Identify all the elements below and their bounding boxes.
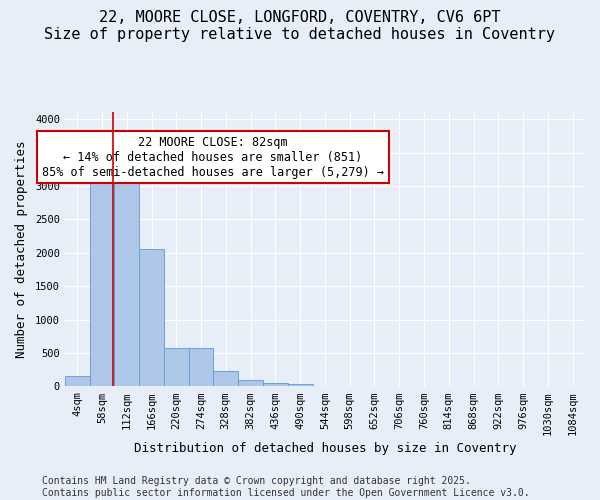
Bar (139, 250, 164, 386)
Text: 22 MOORE CLOSE: 82sqm
← 14% of detached houses are smaller (851)
85% of semi-det: 22 MOORE CLOSE: 82sqm ← 14% of detached … (42, 136, 384, 178)
Bar (288, 384, 313, 386)
Bar (188, 348, 214, 387)
Bar (89, 179, 115, 386)
Bar (214, 371, 238, 386)
Bar (238, 380, 263, 386)
Bar (115, 179, 139, 386)
Bar (65, 376, 89, 386)
Y-axis label: Number of detached properties: Number of detached properties (15, 140, 28, 358)
Text: 22, MOORE CLOSE, LONGFORD, COVENTRY, CV6 6PT
Size of property relative to detach: 22, MOORE CLOSE, LONGFORD, COVENTRY, CV6… (44, 10, 556, 42)
Bar (164, 348, 188, 387)
Text: Contains HM Land Registry data © Crown copyright and database right 2025.
Contai: Contains HM Land Registry data © Crown c… (42, 476, 530, 498)
Bar (263, 383, 288, 386)
X-axis label: Distribution of detached houses by size in Coventry: Distribution of detached houses by size … (134, 442, 516, 455)
